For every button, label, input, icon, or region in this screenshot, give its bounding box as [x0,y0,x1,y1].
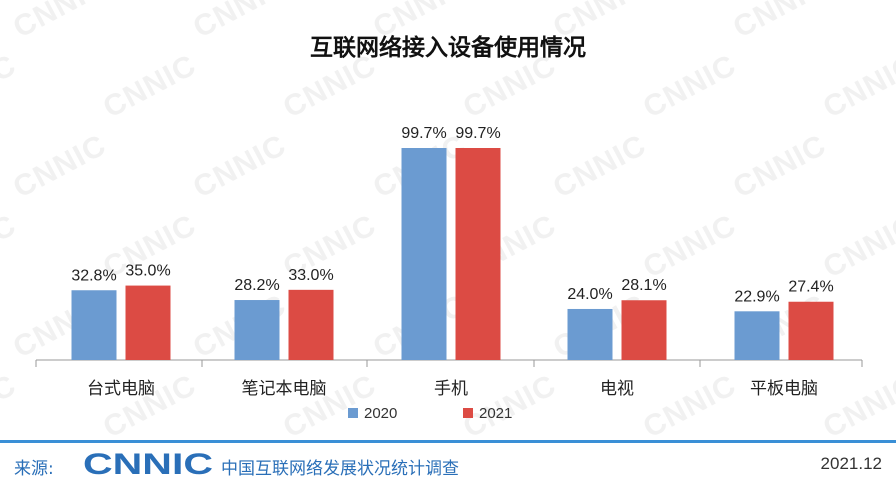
category-label: 手机 [434,379,468,399]
data-label-2020-2: 99.7% [401,125,446,142]
data-label-2020-4: 22.9% [734,288,779,305]
data-label-2021-1: 33.0% [288,267,333,284]
legend-label-2020: 2020 [364,405,397,422]
bar-chart: 32.8% 35.0% 台式电脑 28.2% 33.0% 笔记本电脑 99.7% 99.7% 手… [35,125,863,422]
legend-swatch-2020 [348,408,358,418]
footer-divider [0,440,896,443]
legend-label-2021: 2021 [479,405,512,422]
bar-2020-2 [401,148,447,360]
bar-2020-4 [734,311,780,360]
bar-2021-1 [288,289,334,360]
bar-2021-2 [455,148,501,360]
data-label-2021-3: 28.1% [621,277,666,294]
category-label: 笔记本电脑 [242,379,327,399]
bar-2021-3 [621,300,667,360]
bar-2021-0 [125,285,171,360]
cnnic-logo: CNNIC [83,448,213,478]
data-label-2021-4: 27.4% [788,279,833,296]
source-label: 来源: [14,459,54,479]
category-label: 电视 [600,379,634,399]
data-label-2020-3: 24.0% [567,286,612,303]
category-label: 平板电脑 [750,379,818,399]
bar-2020-0 [71,290,117,360]
bar-2020-3 [567,308,613,360]
data-label-2020-1: 28.2% [234,277,279,294]
report-date: 2021.12 [820,454,882,473]
legend-swatch-2021 [463,408,473,418]
footer: 来源: CNNIC 中国互联网络发展状况统计调查 2021.12 [0,440,896,484]
cnnic-logo-text: CNNIC [83,448,213,478]
category-label: 台式电脑 [87,379,155,399]
bar-2021-4 [788,301,834,360]
data-label-2021-0: 35.0% [125,263,170,280]
bar-2020-1 [234,300,280,360]
chart-title: 互联网络接入设备使用情况 [310,35,586,61]
data-label-2020-0: 32.8% [71,267,116,284]
data-label-2021-2: 99.7% [455,125,500,142]
organization-name: 中国互联网络发展状况统计调查 [221,459,459,479]
